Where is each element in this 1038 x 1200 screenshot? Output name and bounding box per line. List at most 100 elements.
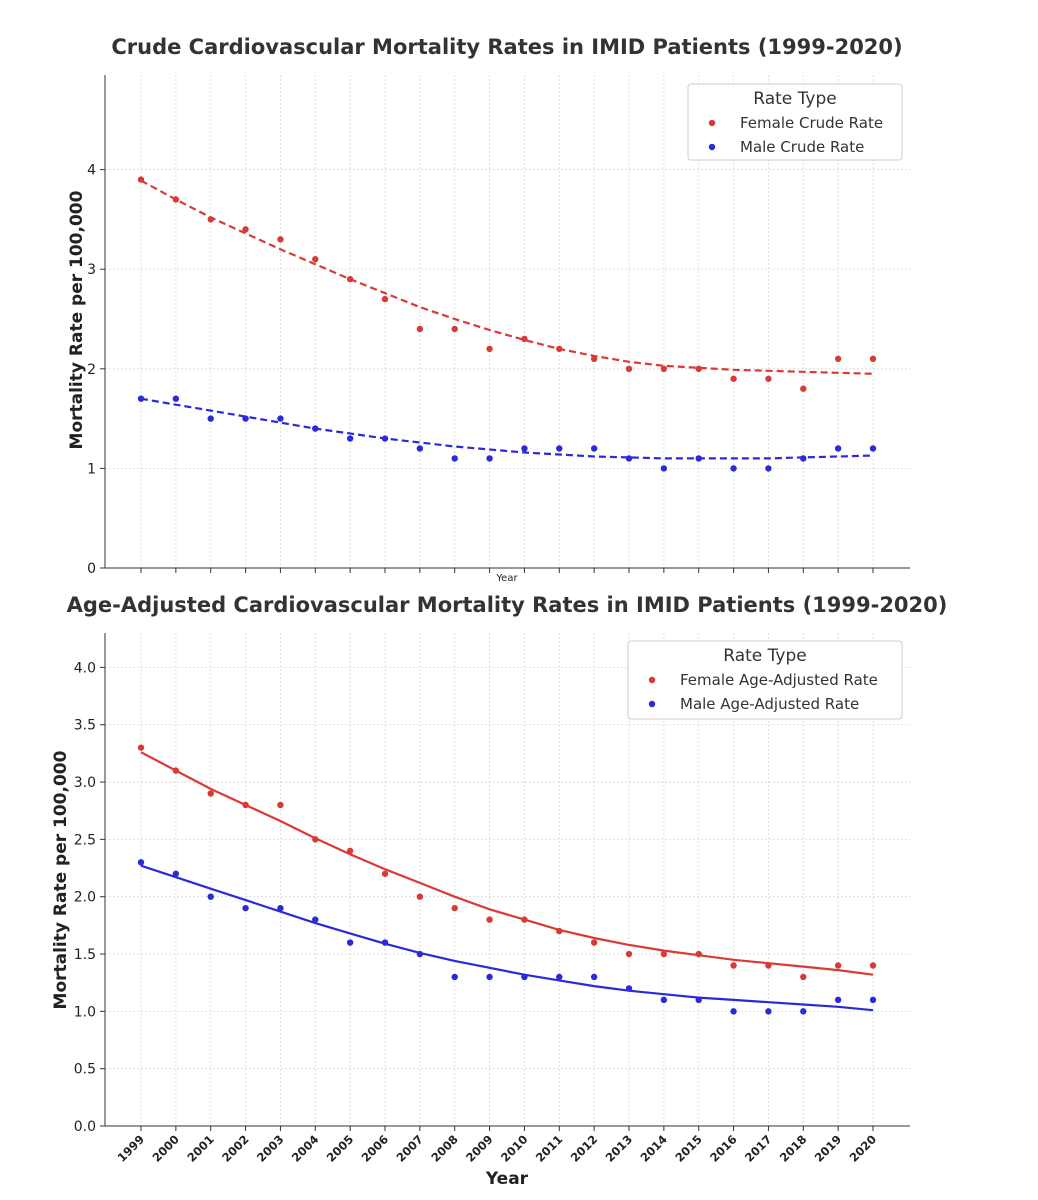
data-point (834, 996, 842, 1004)
data-point (416, 325, 424, 333)
data-point (660, 465, 668, 472)
trend-lines (140, 751, 874, 1012)
data-point (137, 176, 145, 183)
data-point (590, 973, 598, 981)
data-point (625, 365, 633, 373)
data-point (765, 1008, 772, 1015)
x-tick-label: 2013 (603, 1132, 636, 1165)
data-point (765, 465, 772, 472)
data-point (800, 455, 807, 462)
x-tick-label: 2010 (498, 1132, 531, 1165)
y-tick-label: 2 (87, 362, 96, 378)
y-axis-label: Mortality Rate per 100,000 (67, 190, 87, 449)
data-point (625, 455, 633, 462)
data-point (660, 950, 668, 958)
x-tick-label: 2014 (637, 1132, 670, 1165)
data-point (346, 847, 354, 855)
data-point (242, 904, 249, 912)
data-point (556, 927, 563, 935)
data-point (172, 767, 180, 774)
y-tick-label: 3 (87, 262, 96, 278)
data-point (277, 236, 284, 243)
data-point (730, 465, 737, 472)
data-point (451, 973, 458, 981)
data-point (312, 916, 319, 923)
data-point (486, 973, 493, 981)
x-tick-label: 2015 (672, 1132, 705, 1165)
y-tick-label: 1.0 (74, 1004, 96, 1020)
data-point (695, 950, 702, 958)
data-point (277, 415, 284, 422)
x-tick-label: 2001 (184, 1132, 217, 1165)
data-point (869, 355, 877, 363)
data-point (381, 295, 389, 303)
legend-title: Rate Type (753, 89, 836, 109)
data-point (800, 1008, 807, 1015)
x-tick-label: 2007 (393, 1132, 426, 1165)
data-point (765, 962, 772, 969)
legend-box (687, 83, 903, 161)
y-tick-label: 4.0 (74, 660, 96, 676)
trend-line (140, 864, 874, 1012)
legend-marker (708, 119, 716, 127)
data-point (486, 455, 493, 462)
data-point (660, 996, 668, 1004)
data-point (869, 445, 877, 452)
data-point (800, 973, 807, 981)
x-tick-label: 2002 (219, 1132, 252, 1165)
y-tick-label: 0 (87, 561, 96, 577)
data-point (207, 790, 214, 797)
x-tick-label: 2011 (533, 1132, 566, 1165)
legend: Rate Type Female Crude Rate Male Crude Rat… (687, 83, 903, 161)
trend-line (140, 751, 874, 976)
data-point (172, 196, 180, 203)
data-point (172, 870, 180, 877)
data-point (869, 996, 877, 1004)
data-point (346, 275, 354, 283)
age-adjusted-rate-chart: Age-Adjusted Cardiovascular Mortality Ra… (51, 593, 947, 1189)
chart-title: Age-Adjusted Cardiovascular Mortality Ra… (67, 593, 948, 617)
data-point (730, 375, 737, 382)
data-point (590, 355, 598, 363)
x-tick-label: 2018 (777, 1132, 810, 1165)
legend-entry: Female Crude Rate (740, 114, 883, 132)
data-points (137, 744, 877, 1015)
data-point (381, 939, 389, 946)
data-point (137, 395, 145, 402)
y-axis-label: Mortality Rate per 100,000 (51, 750, 71, 1009)
data-point (416, 893, 424, 900)
x-tick-label: 2004 (289, 1132, 322, 1165)
data-point (730, 1008, 737, 1015)
x-tick-label: 2003 (254, 1132, 287, 1165)
data-point (277, 801, 284, 809)
x-tick-label: 2016 (707, 1132, 740, 1165)
data-point (242, 801, 249, 809)
data-points (137, 176, 877, 472)
data-point (242, 226, 249, 233)
data-point (695, 365, 702, 373)
legend-marker (708, 143, 716, 151)
data-point (660, 365, 668, 373)
data-point (521, 973, 528, 981)
data-point (381, 870, 389, 877)
data-point (381, 435, 389, 442)
data-point (730, 962, 737, 969)
data-point (312, 836, 319, 843)
y-tick-label: 2.0 (74, 890, 96, 906)
y-tick-label: 1.5 (74, 947, 96, 963)
data-point (451, 904, 458, 912)
data-point (312, 425, 319, 432)
y-tick-label: 3.5 (74, 718, 96, 734)
y-tick-label: 1 (87, 461, 96, 477)
x-tick-label: 2019 (812, 1132, 845, 1165)
x-tick-label: 1999 (115, 1132, 148, 1165)
data-point (556, 345, 563, 353)
data-point (451, 325, 458, 333)
data-point (695, 996, 702, 1004)
data-point (416, 445, 424, 452)
y-tick-label: 0.5 (74, 1062, 96, 1078)
data-point (277, 904, 284, 912)
legend-marker (648, 676, 656, 684)
x-tick-label: 2005 (324, 1132, 357, 1165)
data-point (312, 256, 319, 263)
